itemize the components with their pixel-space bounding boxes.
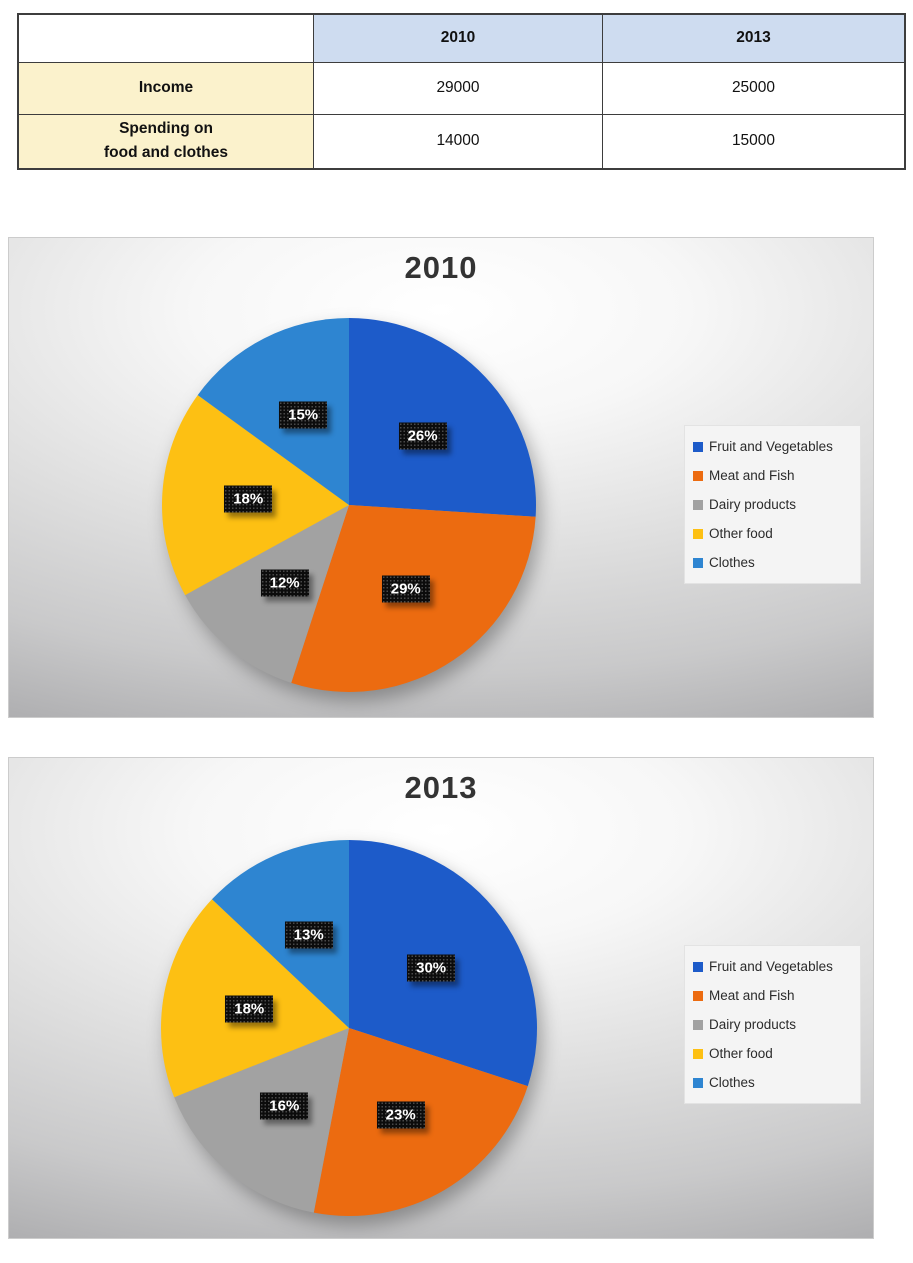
legend-swatch-icon (693, 470, 703, 481)
legend-2013: Fruit and Vegetables Meat and Fish Dairy p… (684, 945, 861, 1104)
table-corner-cell (17, 13, 314, 63)
legend-swatch-icon (693, 528, 703, 539)
pie-slice-fruit-and-vegetables (349, 318, 536, 517)
pie-chart-panel-2010: 2010 26% 29% 12% 18% 15% Fruit and Vegetable… (8, 237, 874, 718)
legend-swatch-icon (693, 961, 703, 972)
legend-item-fruit-and-vegetables: Fruit and Vegetables (693, 959, 852, 974)
row-label-spending-line2: food and clothes (104, 144, 228, 162)
table-row: Income 29000 25000 (17, 61, 906, 115)
legend-item-fruit-and-vegetables: Fruit and Vegetables (693, 439, 852, 454)
legend-swatch-icon (693, 1048, 703, 1059)
pie-slice-dairy-products (174, 1028, 349, 1213)
legend-item-meat-and-fish: Meat and Fish (693, 468, 852, 483)
legend-item-meat-and-fish: Meat and Fish (693, 988, 852, 1003)
legend-item-dairy-products: Dairy products (693, 1017, 852, 1032)
income-spending-table: 2010 2013 Income 29000 25000 Spending on… (17, 13, 906, 170)
legend-label: Fruit and Vegetables (709, 959, 833, 974)
legend-swatch-icon (693, 1077, 703, 1088)
legend-label: Meat and Fish (709, 988, 795, 1003)
table-header-2013: 2013 (602, 13, 906, 63)
chart-title-2010: 2010 (404, 250, 478, 285)
legend-label: Clothes (709, 1075, 755, 1090)
legend-label: Meat and Fish (709, 468, 795, 483)
income-2013-value: 25000 (602, 61, 906, 115)
legend-label: Dairy products (709, 497, 797, 512)
pie-chart-panel-2013: 2013 30% 23% 16% 18% 13% Fruit and Vegetable… (8, 757, 874, 1239)
legend-swatch-icon (693, 1019, 703, 1030)
spending-2013-value: 15000 (602, 113, 906, 170)
legend-label: Fruit and Vegetables (709, 439, 833, 454)
legend-swatch-icon (693, 557, 703, 568)
income-2010-value: 29000 (313, 61, 603, 115)
legend-label: Other food (709, 526, 773, 541)
spending-2010-value: 14000 (313, 113, 603, 170)
table-row: Spending on food and clothes 14000 15000 (17, 113, 906, 170)
legend-item-clothes: Clothes (693, 1075, 852, 1090)
row-label-spending-line1: Spending on (119, 120, 213, 138)
legend-item-other-food: Other food (693, 526, 852, 541)
row-label-income: Income (17, 61, 314, 115)
chart-title-2013: 2013 (404, 770, 478, 805)
legend-label: Dairy products (709, 1017, 797, 1032)
legend-2010: Fruit and Vegetables Meat and Fish Dairy p… (684, 425, 861, 584)
legend-item-dairy-products: Dairy products (693, 497, 852, 512)
legend-swatch-icon (693, 990, 703, 1001)
pie-slice-clothes (211, 840, 349, 1028)
legend-swatch-icon (693, 499, 703, 510)
legend-label: Other food (709, 1046, 773, 1061)
pie-slice-clothes (197, 318, 349, 505)
legend-item-other-food: Other food (693, 1046, 852, 1061)
legend-swatch-icon (693, 441, 703, 452)
legend-label: Clothes (709, 555, 755, 570)
legend-item-clothes: Clothes (693, 555, 852, 570)
table-header-2010: 2010 (313, 13, 603, 63)
row-label-spending: Spending on food and clothes (17, 113, 314, 170)
